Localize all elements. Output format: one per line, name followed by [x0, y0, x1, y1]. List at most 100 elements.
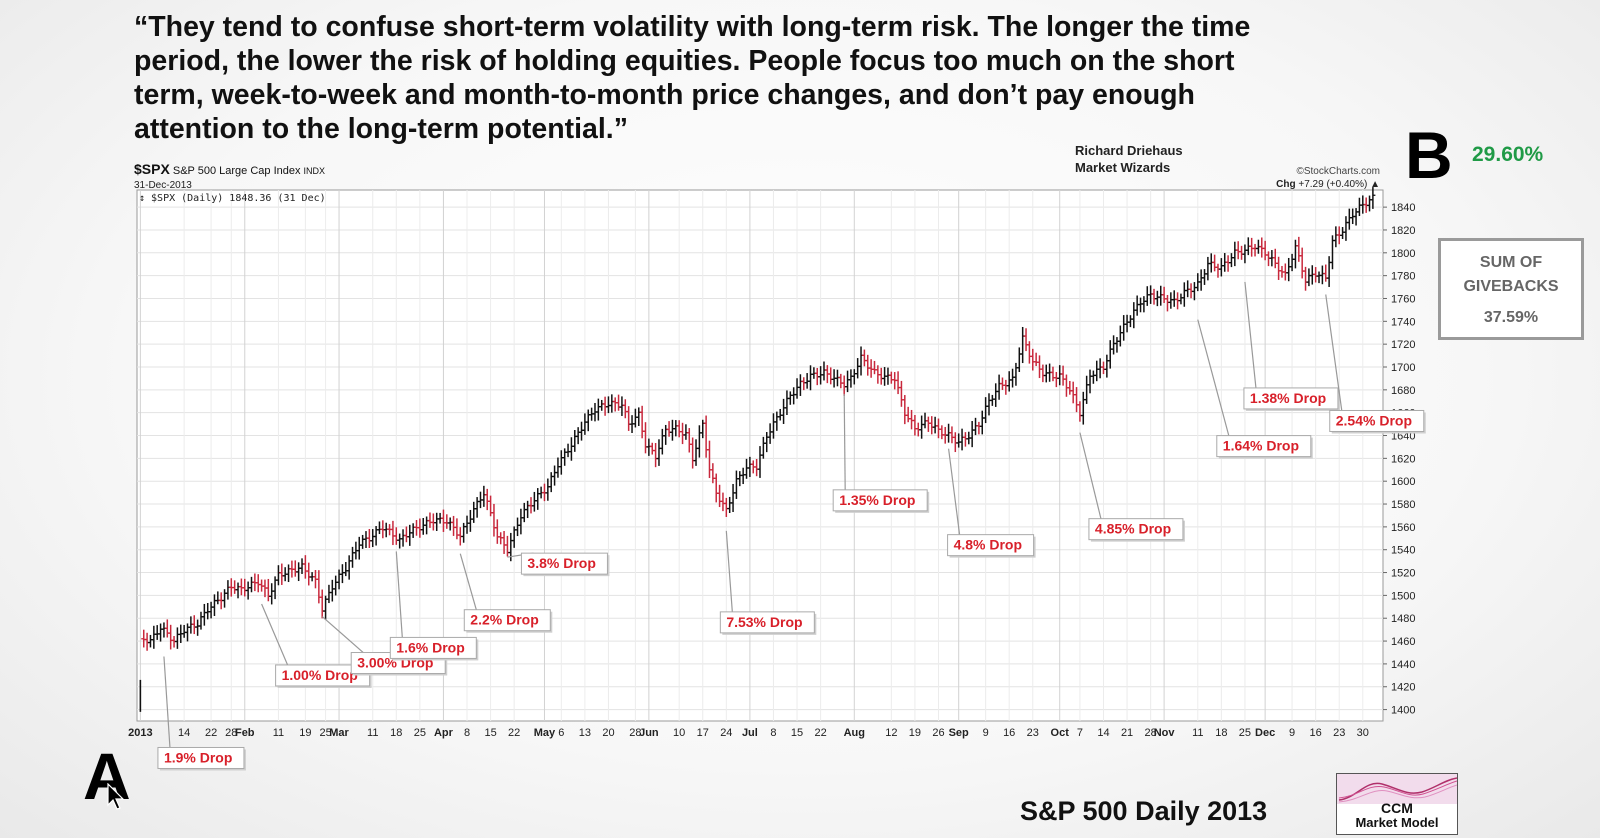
- drop-callout-box: [832, 489, 928, 512]
- x-tick-label: Oct: [1051, 727, 1070, 739]
- x-tick-label: Sep: [949, 727, 969, 739]
- drop-leader-line: [725, 530, 733, 612]
- drop-leader-line: [261, 603, 289, 666]
- y-tick-label: 1400: [1391, 705, 1415, 717]
- drop-callout-label: 7.53% Drop: [726, 614, 802, 630]
- x-tick-label: 15: [791, 727, 803, 739]
- author-name: Richard Driehaus: [1075, 143, 1183, 158]
- chart-source: ©StockCharts.com: [1296, 166, 1380, 177]
- x-tick-label: 15: [484, 727, 496, 739]
- footer-title: S&P 500 Daily 2013: [1020, 796, 1268, 826]
- price-bars: [139, 187, 1376, 712]
- drop-callout-box: [1243, 387, 1339, 410]
- mouse-cursor-icon: [107, 783, 125, 810]
- author-source: Market Wizards: [1075, 160, 1171, 175]
- y-tick-label: 1740: [1391, 316, 1415, 328]
- drop-callout-box: [1088, 518, 1184, 541]
- x-tick-label: May: [534, 727, 556, 739]
- chart-series-label: ↕ $SPX (Daily) 1848.36 (31 Dec): [139, 193, 326, 204]
- x-tick-label: Apr: [434, 727, 454, 739]
- quote-text: “They tend to confuse short-term volatil…: [134, 11, 1251, 145]
- x-tick-label: 20: [602, 727, 614, 739]
- x-tick-label: 22: [814, 727, 826, 739]
- y-tick-label: 1420: [1391, 682, 1415, 694]
- x-tick-label: 18: [1215, 727, 1227, 739]
- x-tick-label: 23: [1333, 727, 1345, 739]
- y-tick-label: 1560: [1391, 522, 1415, 534]
- y-tick-label: 1580: [1391, 499, 1415, 511]
- drop-callout-box: [157, 746, 245, 769]
- sum-box-title: SUM OF GIVEBACKS: [1441, 251, 1581, 299]
- drop-callout-label: 1.00% Drop: [282, 667, 358, 683]
- drop-callout-label: 1.64% Drop: [1223, 438, 1299, 454]
- drop-callout-box: [719, 611, 815, 634]
- y-tick-label: 1760: [1391, 293, 1415, 305]
- drop-callout-label: 2.2% Drop: [470, 612, 538, 628]
- drop-callout-label: 2.54% Drop: [1336, 412, 1412, 428]
- y-tick-label: 1520: [1391, 568, 1415, 580]
- x-tick-label: 25: [1239, 727, 1251, 739]
- drop-leader-line: [321, 616, 364, 653]
- y-tick-label: 1440: [1391, 659, 1415, 671]
- drop-callout-box: [520, 552, 608, 575]
- x-tick-label: 14: [1097, 727, 1109, 739]
- x-tick-label: 30: [1357, 727, 1369, 739]
- x-tick-label: 11: [273, 727, 284, 739]
- sum-box-title-line1: SUM OF: [1479, 254, 1543, 271]
- x-tick-label: 25: [414, 727, 426, 739]
- drop-leader-line: [395, 551, 403, 638]
- y-tick-label: 1640: [1391, 431, 1415, 443]
- y-tick-label: 1780: [1391, 271, 1415, 283]
- y-tick-label: 1480: [1391, 613, 1415, 625]
- drop-leader-line: [163, 656, 171, 748]
- y-tick-label: 1840: [1391, 202, 1415, 214]
- drop-callout-label: 1.9% Drop: [164, 749, 232, 765]
- drop-callout-box: [1329, 409, 1425, 432]
- x-tick-label: Mar: [329, 727, 349, 739]
- x-tick-label: 22: [205, 727, 217, 739]
- chart-header: $SPX S&P 500 Large Cap Index INDX 31-Dec-…: [134, 161, 1380, 204]
- y-tick-label: 1720: [1391, 339, 1415, 351]
- quote-attribution: Richard Driehaus Market Wizards: [1075, 142, 1183, 176]
- x-tick-label: 7: [1077, 727, 1083, 739]
- y-tick-label: 1500: [1391, 590, 1415, 602]
- chart-symbol-line: $SPX S&P 500 Large Cap Index INDX: [134, 161, 325, 177]
- x-tick-label: Feb: [235, 727, 255, 739]
- x-tick-label: 28: [225, 727, 237, 739]
- drop-callout-label: 4.85% Drop: [1095, 521, 1171, 537]
- x-tick-label: Nov: [1154, 727, 1176, 739]
- x-tick-label: 11: [367, 727, 378, 739]
- sum-of-givebacks-box: SUM OF GIVEBACKS 37.59%: [1438, 238, 1584, 340]
- drop-callout-label: 1.35% Drop: [839, 492, 915, 508]
- y-tick-label: 1620: [1391, 453, 1415, 465]
- drop-leader-line: [1244, 281, 1257, 388]
- logo-line1: CCM: [1381, 800, 1413, 816]
- x-tick-label: 16: [1003, 727, 1015, 739]
- x-tick-label: Aug: [844, 727, 865, 739]
- drop-callout-label: 3.8% Drop: [527, 555, 595, 571]
- y-tick-label: 1800: [1391, 248, 1415, 260]
- x-tick-label: Jul: [742, 727, 758, 739]
- point-b-percent: 29.60%: [1472, 143, 1544, 166]
- drop-callout-label: 1.6% Drop: [396, 639, 464, 655]
- y-tick-label: 1680: [1391, 385, 1415, 397]
- x-tick-label: 19: [299, 727, 311, 739]
- ccm-market-model-logo: CCM Market Model: [1336, 773, 1458, 835]
- drop-callout-box: [463, 609, 551, 632]
- x-tick-label: 9: [983, 727, 989, 739]
- x-tick-label: 28: [1145, 727, 1157, 739]
- x-tick-label: 17: [697, 727, 709, 739]
- point-b-label: B: [1405, 118, 1453, 192]
- sum-box-value: 37.59%: [1483, 309, 1539, 326]
- chart-change: Chg +7.29 (+0.40%) ▲: [1276, 179, 1380, 190]
- x-tick-label: 25: [319, 727, 331, 739]
- x-tick-label: 13: [579, 727, 591, 739]
- x-tick-label: Jun: [639, 727, 659, 739]
- y-tick-label: 1820: [1391, 225, 1415, 237]
- x-tick-label: 8: [770, 727, 776, 739]
- x-tick-label: 2013: [128, 727, 152, 739]
- drop-callout-box: [1216, 435, 1312, 458]
- x-tick-label: Dec: [1255, 727, 1275, 739]
